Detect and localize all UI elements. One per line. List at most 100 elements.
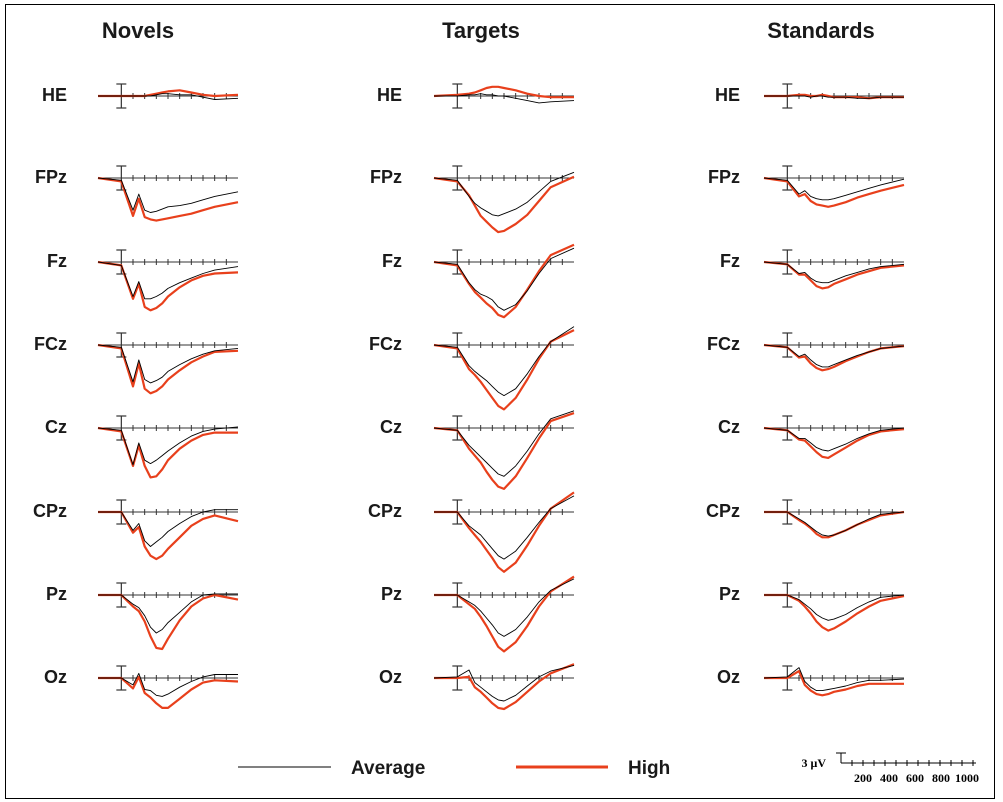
channel-label: Cz bbox=[45, 417, 67, 437]
waveform-average bbox=[433, 171, 575, 217]
waveform-average bbox=[763, 427, 905, 452]
waveform-high bbox=[433, 329, 575, 411]
waveform-high bbox=[763, 426, 905, 459]
waveform-high bbox=[434, 663, 575, 711]
waveform-high bbox=[763, 176, 905, 208]
panel-novels-fz: Fz bbox=[47, 249, 239, 312]
waveform-high bbox=[763, 343, 905, 372]
legend: Average High bbox=[238, 758, 670, 779]
waveform-average bbox=[764, 95, 904, 99]
channel-label: Pz bbox=[719, 584, 740, 604]
waveform-average bbox=[97, 344, 239, 384]
panel-targets-fcz: FCz bbox=[369, 326, 575, 411]
panel-targets-fz: Fz bbox=[382, 243, 575, 319]
waveform-average bbox=[763, 177, 905, 201]
waveform-average bbox=[433, 664, 575, 702]
waveform-average bbox=[97, 261, 239, 300]
waveform-high bbox=[434, 491, 575, 573]
waveform-high bbox=[98, 510, 239, 561]
channel-label: FCz bbox=[369, 334, 402, 354]
scale-time-label: 400 bbox=[880, 771, 898, 785]
waveform-average bbox=[764, 511, 905, 537]
channel-label: FCz bbox=[34, 334, 67, 354]
waveform-average bbox=[434, 578, 575, 637]
waveform-high bbox=[98, 675, 239, 709]
channel-label: CPz bbox=[706, 501, 740, 521]
waveform-high bbox=[764, 670, 904, 697]
waveform-high bbox=[97, 426, 238, 479]
waveform-high bbox=[97, 343, 239, 395]
channel-label: Oz bbox=[717, 667, 740, 687]
waveform-high bbox=[433, 175, 575, 234]
panel-targets-oz: Oz bbox=[379, 663, 575, 711]
panel-novels-pz: Pz bbox=[46, 582, 239, 651]
channel-label: Pz bbox=[46, 584, 67, 604]
panel-standards-fpz: FPz bbox=[708, 165, 905, 208]
waveform-average bbox=[433, 410, 575, 477]
waveform-average bbox=[97, 426, 239, 466]
waveform-average bbox=[763, 344, 905, 368]
waveform-average bbox=[98, 593, 238, 634]
panel-targets-pz: Pz bbox=[381, 575, 575, 653]
waveform-average bbox=[763, 667, 905, 692]
panel-standards-fcz: FCz bbox=[707, 332, 905, 372]
panel-novels-he: HE bbox=[42, 83, 239, 109]
waveform-average bbox=[433, 326, 575, 397]
channel-label: FPz bbox=[370, 167, 402, 187]
panel-novels-cz: Cz bbox=[45, 415, 239, 479]
panel-standards-fz: Fz bbox=[720, 249, 905, 290]
panel-targets-cpz: CPz bbox=[368, 491, 575, 573]
waveform-average bbox=[433, 247, 575, 311]
channel-label: Oz bbox=[44, 667, 67, 687]
channel-label: Oz bbox=[379, 667, 402, 687]
panel-standards-oz: Oz bbox=[717, 665, 905, 697]
scale-time-label: 600 bbox=[906, 771, 924, 785]
erp-panels: HE FPz Fz FCz Cz CPz Pz Oz HE FPz Fz FCz Cz CPz Pz Oz HE… bbox=[33, 83, 905, 711]
waveform-high bbox=[433, 85, 574, 99]
waveform-high bbox=[764, 593, 905, 632]
panel-novels-fcz: FCz bbox=[34, 332, 239, 395]
channel-label: Cz bbox=[718, 417, 740, 437]
channel-label: CPz bbox=[33, 501, 67, 521]
legend-average-label: Average bbox=[351, 758, 425, 779]
waveform-average bbox=[98, 509, 238, 547]
scale-bar: 3 μV 200 400 600 800 1000 bbox=[802, 752, 979, 785]
panel-targets-he: HE bbox=[377, 83, 575, 109]
waveform-average bbox=[434, 93, 575, 104]
scale-time-label: 1000 bbox=[955, 771, 979, 785]
waveform-average bbox=[98, 93, 239, 100]
waveform-high bbox=[433, 412, 575, 490]
channel-label: FCz bbox=[707, 334, 740, 354]
panel-novels-cpz: CPz bbox=[33, 499, 239, 561]
channel-label: FPz bbox=[35, 167, 67, 187]
channel-label: Fz bbox=[382, 251, 402, 271]
panel-novels-fpz: FPz bbox=[35, 165, 239, 222]
column-titles: Novels Targets Standards bbox=[102, 18, 875, 43]
panel-standards-he: HE bbox=[715, 83, 904, 109]
channel-label: HE bbox=[377, 85, 402, 105]
channel-label: Cz bbox=[380, 417, 402, 437]
channel-label: HE bbox=[42, 85, 67, 105]
channel-label: FPz bbox=[708, 167, 740, 187]
panel-standards-pz: Pz bbox=[719, 582, 905, 632]
erp-figure: Novels Targets Standards HE FPz Fz FCz Cz CPz Pz… bbox=[33, 18, 979, 785]
waveform-average bbox=[763, 261, 905, 284]
waveform-average bbox=[764, 594, 905, 621]
panel-novels-oz: Oz bbox=[44, 665, 239, 709]
scale-time-label: 200 bbox=[854, 771, 872, 785]
panel-targets-fpz: FPz bbox=[370, 165, 575, 234]
channel-label: CPz bbox=[368, 501, 402, 521]
waveform-high bbox=[763, 260, 905, 290]
waveform-high bbox=[434, 575, 575, 653]
scale-amplitude-label: 3 μV bbox=[802, 756, 827, 770]
panel-targets-cz: Cz bbox=[380, 410, 575, 490]
column-title-novels: Novels bbox=[102, 18, 174, 43]
channel-label: Fz bbox=[720, 251, 740, 271]
panel-standards-cz: Cz bbox=[718, 415, 905, 459]
column-title-targets: Targets bbox=[442, 18, 520, 43]
column-title-standards: Standards bbox=[767, 18, 875, 43]
waveform-high bbox=[97, 176, 239, 222]
channel-label: Pz bbox=[381, 584, 402, 604]
channel-label: HE bbox=[715, 85, 740, 105]
legend-high-label: High bbox=[628, 758, 670, 779]
